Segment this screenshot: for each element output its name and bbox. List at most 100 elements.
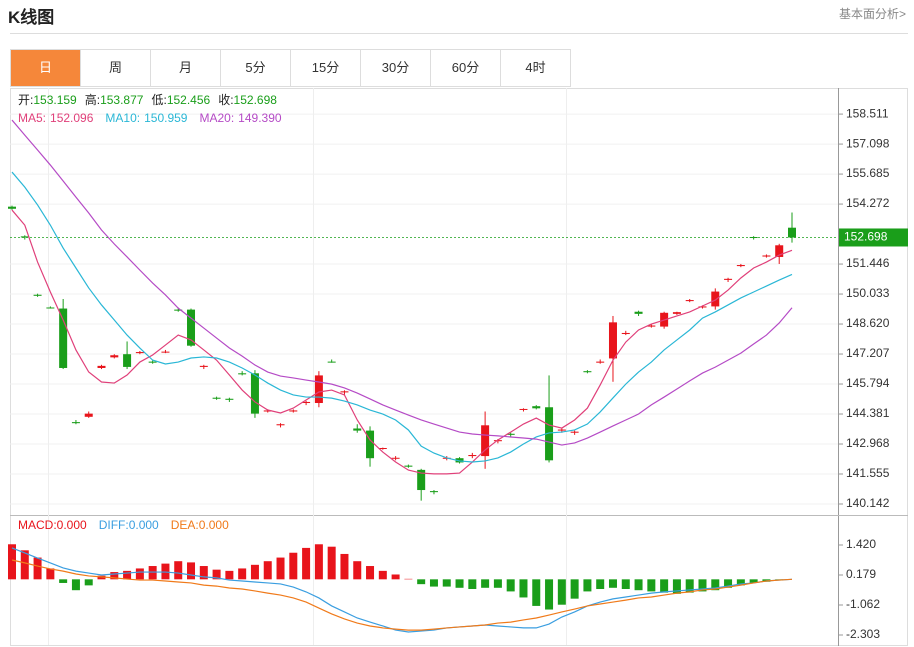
- macd-bar: [276, 557, 285, 580]
- y-tick-label: 150.033: [846, 286, 890, 300]
- period-tab[interactable]: 日: [11, 50, 81, 86]
- macd-bar: [532, 579, 541, 606]
- period-tab[interactable]: 5分: [221, 50, 291, 86]
- ohlc-value: 153.159: [33, 93, 77, 107]
- period-tab[interactable]: 周: [81, 50, 151, 86]
- y-tick-label: 148.620: [846, 316, 890, 330]
- macd-bar: [557, 579, 566, 605]
- macd-bar: [545, 579, 554, 610]
- macd-bar: [199, 566, 208, 580]
- page-title: K线图: [8, 8, 55, 27]
- candle-body: [417, 469, 426, 491]
- candle-body: [378, 448, 387, 450]
- candle-body: [302, 401, 311, 404]
- legend-value: 150.959: [144, 111, 188, 125]
- candle-body: [71, 422, 80, 424]
- macd-legend: MACD:0.000 DIFF:0.000 DEA:0.000: [18, 518, 229, 532]
- macd-bar: [570, 579, 579, 599]
- ohlc-label: 低:: [151, 93, 166, 107]
- y-tick-label: 144.381: [846, 406, 890, 420]
- candle-body: [519, 408, 528, 410]
- candle-body: [429, 491, 438, 493]
- legend-value: 149.390: [238, 111, 282, 125]
- macd-bar: [20, 550, 29, 580]
- candle-body: [736, 265, 745, 267]
- candle-body: [762, 255, 771, 257]
- macd-bar: [736, 579, 745, 586]
- macd-bar: [698, 579, 707, 592]
- macd-bar: [391, 574, 400, 580]
- candle-body: [225, 398, 234, 400]
- macd-bar: [442, 579, 451, 587]
- candle-body: [647, 325, 656, 327]
- macd-bar: [608, 579, 617, 588]
- macd-bar: [135, 568, 144, 580]
- candle-body: [263, 410, 272, 412]
- candle-body: [110, 355, 119, 358]
- candle-body: [545, 407, 554, 461]
- candle-body: [250, 373, 259, 414]
- last-price-box: [839, 228, 908, 247]
- macd-bar: [417, 579, 426, 585]
- macd-bar: [353, 561, 362, 580]
- macd-bar: [660, 579, 669, 593]
- ma-legend: MA5: 152.096 MA10: 150.959 MA20: 149.390: [18, 111, 282, 125]
- y-tick-label: 1.420: [846, 537, 876, 551]
- ma-line: [11, 209, 793, 475]
- macd-bar: [187, 562, 196, 580]
- candle-body: [314, 375, 323, 404]
- macd-bar: [148, 566, 157, 580]
- candle-body: [366, 430, 375, 459]
- candle-body: [583, 371, 592, 373]
- macd-bar: [59, 579, 68, 583]
- candle-body: [724, 278, 733, 280]
- macd-bar: [97, 575, 106, 580]
- chart-frame: [10, 88, 908, 646]
- candle-body: [8, 206, 16, 209]
- macd-bar: [8, 544, 16, 580]
- macd-bar: [110, 572, 119, 580]
- ma-line: [11, 119, 793, 446]
- y-tick-label: 147.207: [846, 346, 890, 360]
- ohlc-value: 153.877: [100, 93, 144, 107]
- candle-body: [481, 425, 490, 457]
- candle-body: [327, 361, 336, 363]
- candle-body: [621, 332, 630, 335]
- ohlc-value: 152.456: [167, 93, 211, 107]
- macd-bar: [506, 579, 515, 592]
- macd-bar: [749, 579, 758, 583]
- legend-name: DEA:: [171, 518, 199, 532]
- candle-body: [608, 322, 617, 359]
- macd-bar: [621, 579, 630, 589]
- macd-line: [11, 547, 793, 633]
- macd-bar: [250, 564, 259, 580]
- candle-body: [532, 406, 541, 409]
- candle-body: [20, 236, 29, 238]
- macd-bar: [596, 579, 605, 589]
- macd-bar: [46, 568, 55, 580]
- ohlc-header: 开:153.159 高:153.877 低:152.456 收:152.698: [18, 92, 277, 107]
- y-tick-label: -2.303: [846, 627, 880, 641]
- ohlc-value: 152.698: [234, 93, 278, 107]
- period-tab[interactable]: 30分: [361, 50, 431, 86]
- macd-bar: [455, 579, 464, 588]
- period-tab[interactable]: 60分: [431, 50, 501, 86]
- period-tab[interactable]: 4时: [501, 50, 571, 86]
- candle-body: [455, 458, 464, 463]
- macd-bar: [71, 579, 80, 591]
- candle-body: [570, 431, 579, 433]
- candle-body: [698, 306, 707, 308]
- ohlc-label: 开:: [18, 93, 33, 107]
- candle-body: [672, 312, 681, 314]
- legend-value: 152.096: [50, 111, 94, 125]
- period-tab[interactable]: 月: [151, 50, 221, 86]
- fundamental-link[interactable]: 基本面分析>: [838, 7, 906, 21]
- period-tab[interactable]: 15分: [291, 50, 361, 86]
- macd-bar: [711, 579, 720, 591]
- macd-bar: [519, 579, 528, 598]
- legend-value: 0.000: [57, 518, 87, 532]
- candle-body: [212, 397, 221, 399]
- y-tick-label: 157.098: [846, 136, 890, 150]
- candle-body: [340, 391, 349, 393]
